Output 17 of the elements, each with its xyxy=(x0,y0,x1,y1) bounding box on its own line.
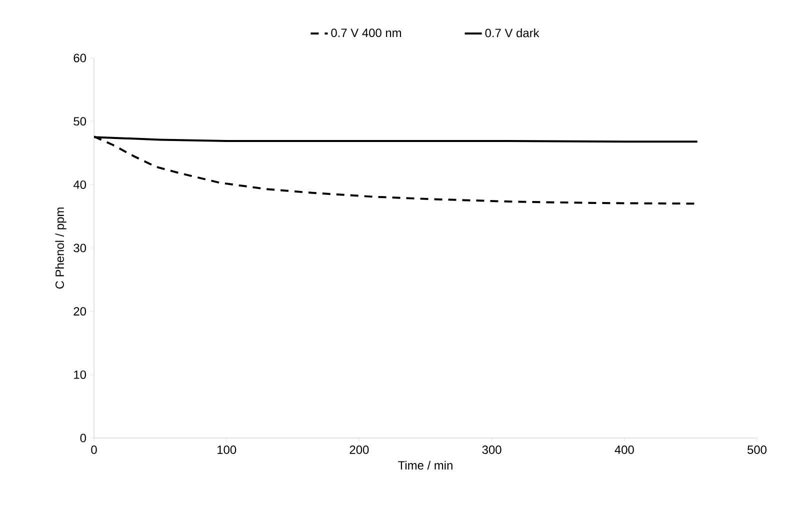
x-tick-label: 300 xyxy=(482,446,502,454)
x-tick-label: 200 xyxy=(350,446,369,454)
x-tick-label: 500 xyxy=(748,446,767,454)
y-tick-label: 60 xyxy=(74,54,86,62)
y-tick-label: 30 xyxy=(74,244,86,252)
x-tick-label: 100 xyxy=(218,446,236,454)
y-tick-label: 0 xyxy=(80,434,86,442)
legend-label: 0.7 V 400 nm xyxy=(331,28,402,38)
y-tick-label: 40 xyxy=(73,180,86,189)
y-tick-label: 10 xyxy=(74,370,86,379)
y-axis-title: C Phenol / ppm xyxy=(55,208,66,289)
legend-label: 0.7 V dark xyxy=(485,28,540,38)
y-tick-label: 50 xyxy=(74,117,86,126)
y-tick-label: 20 xyxy=(74,307,86,316)
x-tick-label: 0 xyxy=(91,446,97,454)
x-tick-label: 400 xyxy=(614,446,634,454)
x-axis-title: Time / min xyxy=(398,460,452,470)
